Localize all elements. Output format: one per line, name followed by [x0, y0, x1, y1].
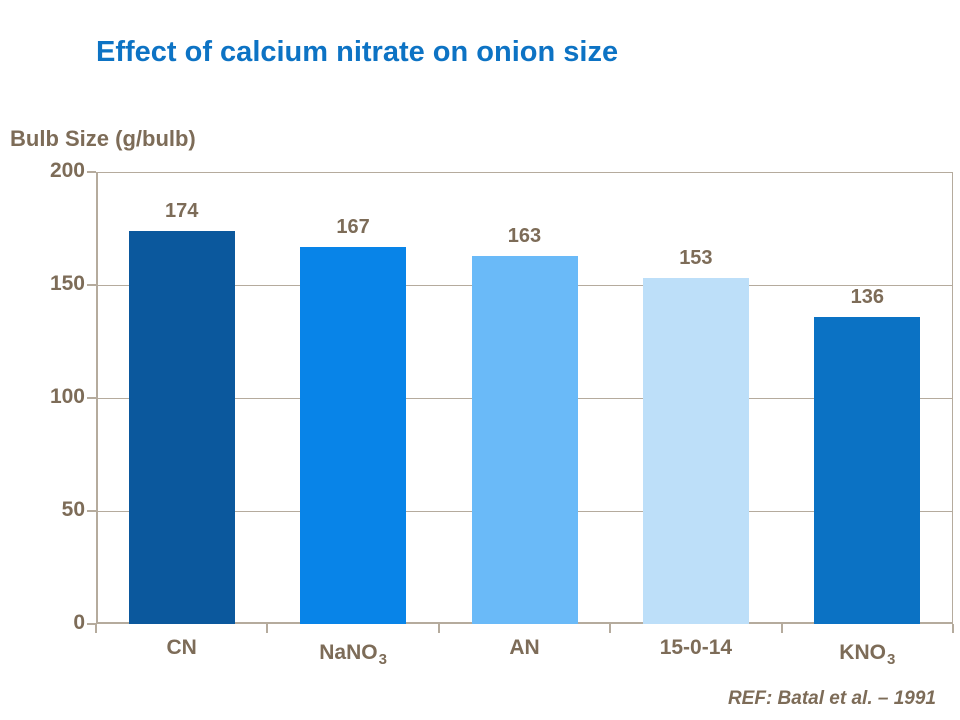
x-label-AN: AN: [439, 636, 610, 660]
x-label-CN: CN: [96, 636, 267, 660]
reference-note: REF: Batal et al. – 1991: [727, 688, 936, 709]
x-tick-1: [266, 624, 269, 633]
x-tick-4: [780, 624, 783, 633]
x-label-KNO3: KNO3: [782, 641, 953, 668]
bar-AN: [471, 255, 578, 624]
x-label-subscript: 3: [378, 651, 387, 668]
x-label-subscript: 3: [886, 651, 896, 668]
value-label-CN: 174: [165, 199, 199, 222]
x-tick-2: [437, 624, 440, 633]
value-label-KNO3: 136: [850, 285, 884, 308]
y-tick-100: [87, 397, 96, 399]
y-tick-150: [87, 284, 96, 286]
x-label-text: CN: [166, 636, 197, 659]
y-axis-title: Bulb Size (g/bulb): [10, 126, 196, 151]
x-label-text: NaNO: [319, 641, 378, 664]
x-tick-0: [95, 624, 97, 633]
chart-title: Effect of calcium nitrate on onion size: [96, 36, 619, 68]
y-tick-label-200: 200: [49, 159, 85, 182]
y-tick-50: [87, 510, 96, 512]
bar-CN: [128, 230, 235, 624]
x-tick-5: [952, 624, 954, 633]
y-tick-0: [87, 623, 96, 625]
x-label-15-0-14: 15-0-14: [610, 636, 781, 660]
x-label-text: AN: [509, 636, 540, 659]
bar-15-0-14: [642, 278, 749, 624]
y-tick-label-150: 150: [49, 272, 85, 295]
y-tick-label-100: 100: [49, 385, 85, 408]
x-label-NaNO3: NaNO3: [267, 641, 438, 668]
y-tick-200: [87, 171, 96, 173]
value-label-AN: 163: [507, 224, 542, 247]
bar-KNO3: [814, 316, 921, 624]
y-tick-label-0: 0: [73, 611, 85, 634]
value-label-15-0-14: 153: [679, 247, 713, 270]
value-label-NaNO3: 167: [336, 215, 370, 238]
x-label-text: KNO: [839, 641, 886, 664]
x-label-text: 15-0-14: [659, 636, 733, 659]
bar-NaNO3: [300, 246, 407, 624]
x-tick-3: [609, 624, 612, 633]
y-tick-label-50: 50: [61, 498, 85, 521]
